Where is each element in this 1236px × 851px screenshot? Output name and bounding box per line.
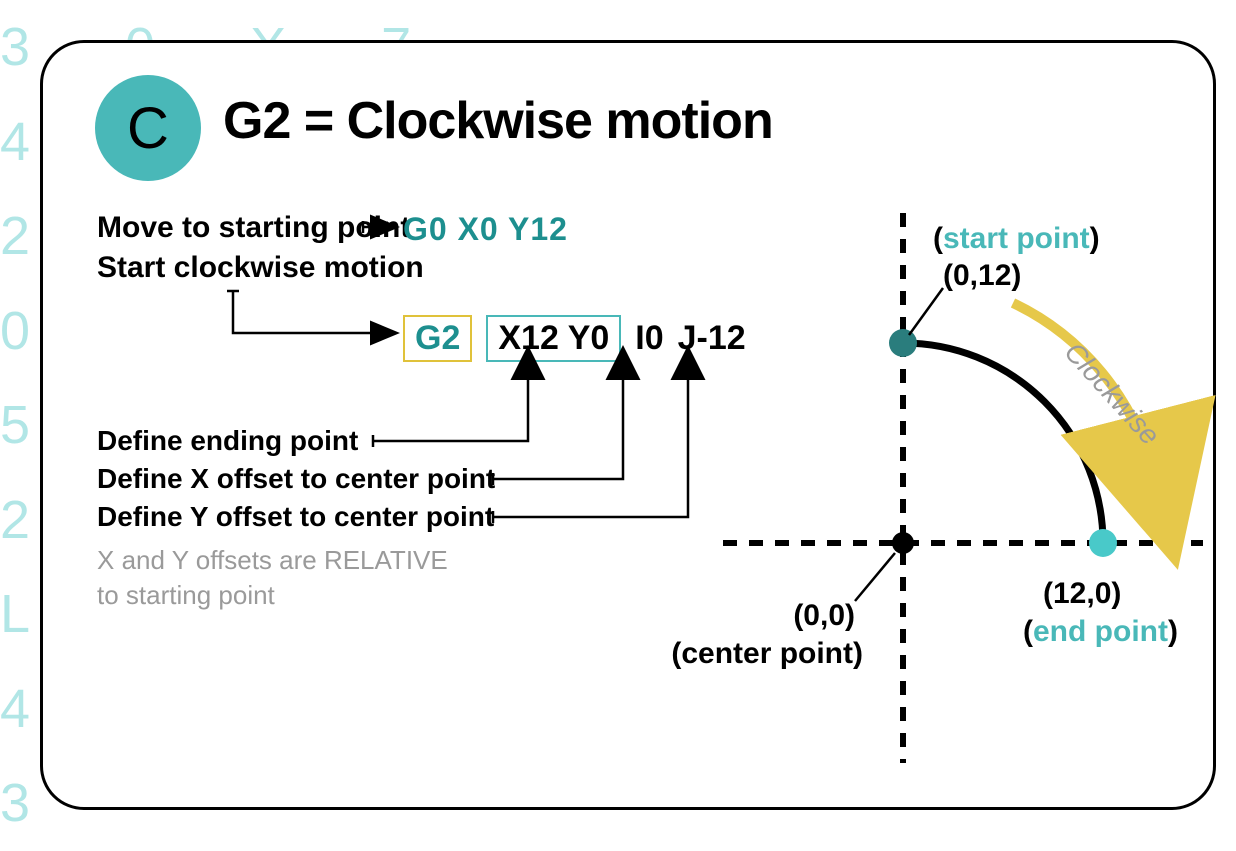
leader-start [909,288,943,335]
center-point-coord: (0,0) [793,599,855,632]
center-point-name: (center point) [671,637,863,670]
end-point-name: (end point) [1023,615,1178,648]
clockwise-label: Clockwise [1059,336,1166,450]
leader-center [855,553,895,601]
diagram-svg: (start point) (0,12) Clockwise (12,0) (e… [43,43,1219,813]
end-point-dot [1089,529,1117,557]
start-point-coord: (0,12) [943,259,1021,292]
arrow-def-ending [373,365,528,441]
end-point-coord: (12,0) [1043,577,1121,610]
arrow-start-cw [233,291,395,333]
start-point-dot [889,329,917,357]
center-point-dot [892,532,914,554]
arrow-def-x [493,365,623,479]
start-point-name: (start point) [933,222,1100,255]
info-card: C G2 = Clockwise motion Move to starting… [40,40,1216,810]
